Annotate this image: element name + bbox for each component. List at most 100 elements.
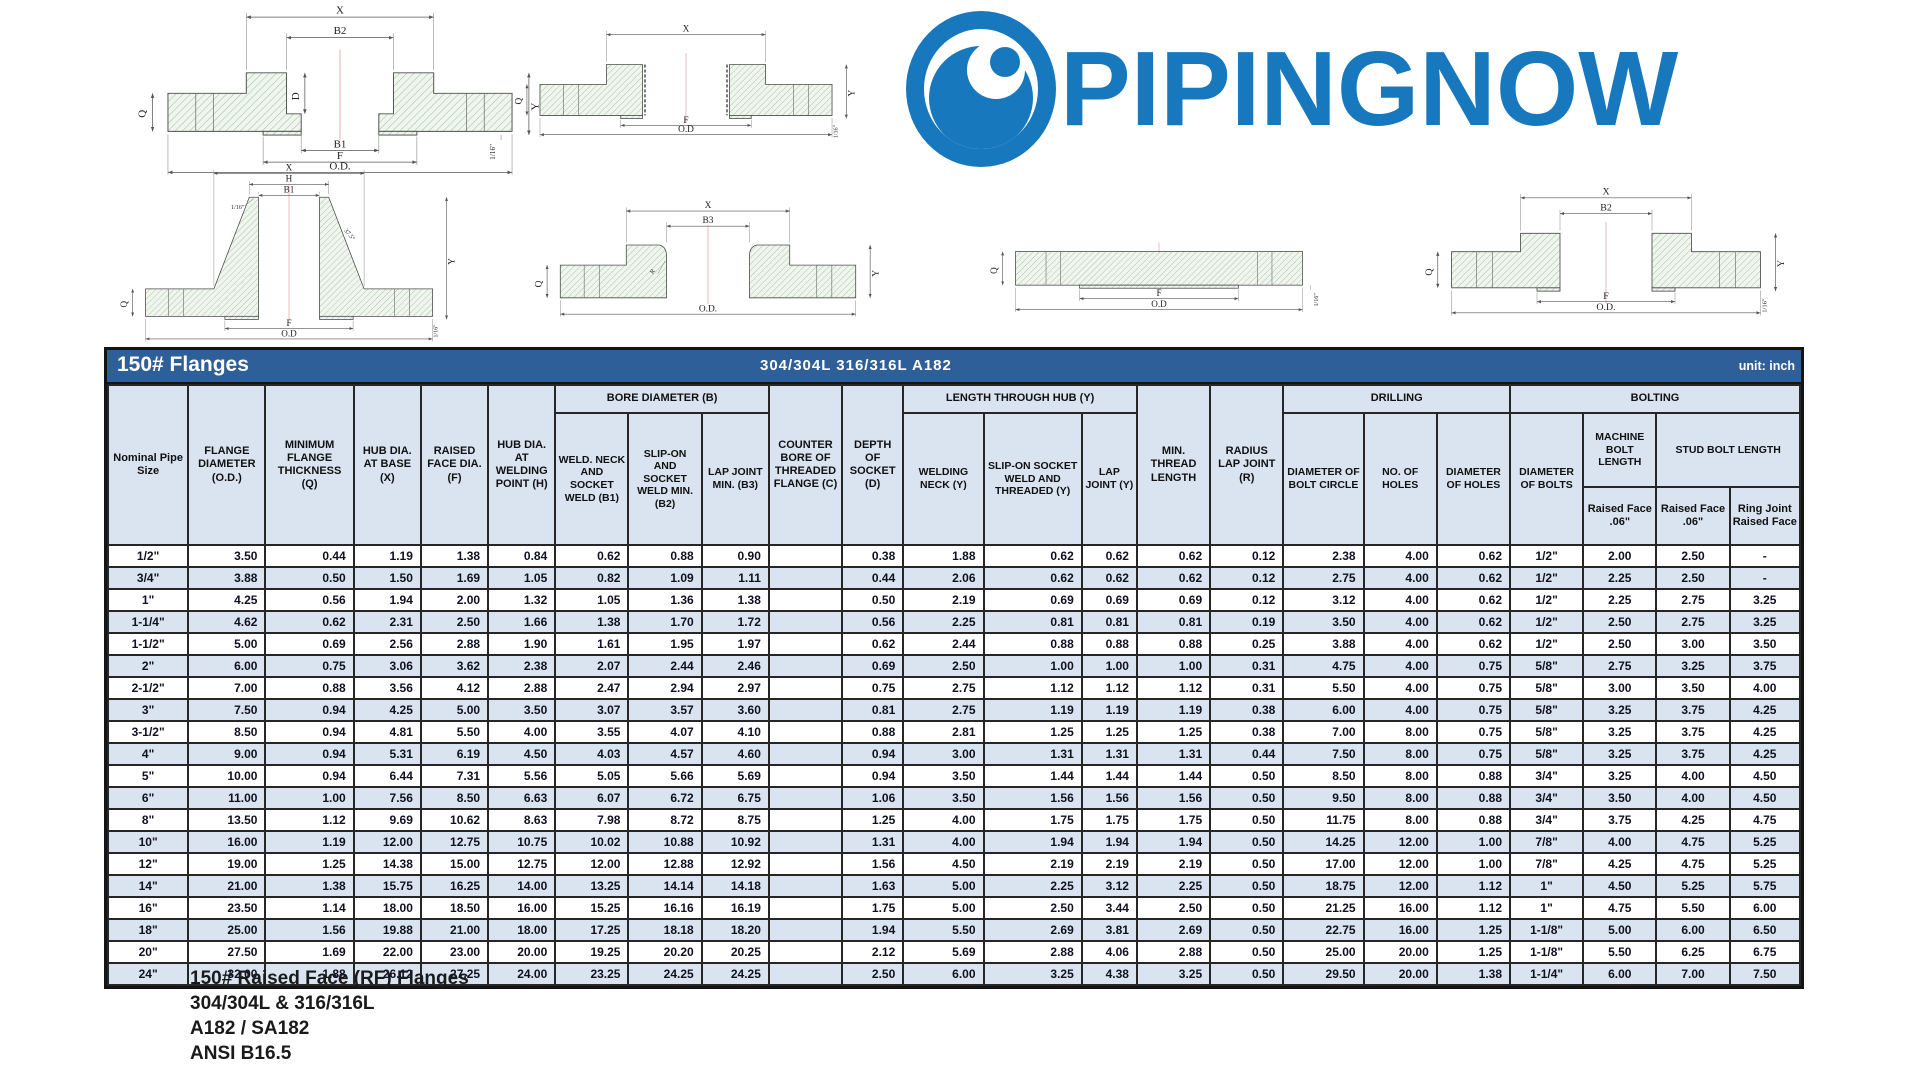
cell: 4.50 (1582, 874, 1658, 898)
cell (767, 566, 844, 590)
cell: 1" (106, 588, 190, 612)
cell: 19.25 (554, 940, 630, 964)
cell: 6.07 (554, 786, 630, 810)
cell: 18.18 (627, 918, 703, 942)
cell: 5.66 (627, 764, 703, 788)
cell: 3/4" (1508, 808, 1585, 832)
cell: 12.00 (554, 852, 630, 876)
cell: 0.50 (1209, 918, 1285, 942)
cell: 2.25 (1582, 588, 1658, 612)
cell: 0.50 (1209, 786, 1285, 810)
cell: 1.70 (627, 610, 703, 634)
cell: 1-1/4" (1508, 962, 1585, 986)
cell: 2.94 (627, 676, 703, 700)
cell: 7.00 (1655, 962, 1731, 986)
cell: 0.38 (1209, 720, 1285, 744)
cell: 16.00 (187, 830, 267, 854)
cell: 1.19 (264, 830, 355, 854)
cell: 2.75 (1282, 566, 1365, 590)
cell: 3.12 (1282, 588, 1365, 612)
cell: 10.00 (187, 764, 267, 788)
cell: 0.94 (841, 764, 905, 788)
cell: 0.88 (841, 720, 905, 744)
cell: 1.38 (1435, 962, 1512, 986)
cell: 4.00 (1362, 544, 1438, 568)
cell: 2-1/2" (106, 676, 190, 700)
cell: 15.75 (352, 874, 422, 898)
cell: 2.88 (1135, 940, 1212, 964)
dim-label: Y (847, 89, 857, 96)
col-bolt-diameter: DIAMETER OF BOLTS (1508, 412, 1585, 546)
cell: 1.00 (1435, 852, 1512, 876)
cell: 2.44 (627, 654, 703, 678)
col-min-thread: MIN. THREAD LENGTH (1135, 384, 1212, 546)
cell: 2.47 (554, 676, 630, 700)
table-row: 2" 6.00 0.75 3.06 3.62 2.38 2.07 2.44 2.46 0.69 2.… (106, 654, 1802, 678)
cell: 0.44 (264, 544, 355, 568)
cell: 1.50 (352, 566, 422, 590)
cell: 16.00 (1362, 918, 1438, 942)
cell: 5/8" (1508, 742, 1585, 766)
table-material: 304/304L 316/316L A182 (760, 357, 952, 374)
cell: 4.75 (1282, 654, 1365, 678)
cell: 19.00 (187, 852, 267, 876)
cell: 0.62 (554, 544, 630, 568)
table-row: 14" 21.00 1.38 15.75 16.25 14.00 13.25 14.14 14.… (106, 874, 1802, 898)
cell: 16.19 (700, 896, 770, 920)
cell: 4.50 (902, 852, 985, 876)
dim-label: F (337, 150, 343, 162)
cell: 0.62 (1435, 544, 1512, 568)
cell: 2.69 (1135, 918, 1212, 942)
cell: 18.00 (352, 896, 422, 920)
dim-label: F (683, 116, 688, 126)
cell: 0.50 (1209, 896, 1285, 920)
col-machine-bolt-rf: Raised Face .06" (1582, 486, 1658, 546)
cell: 0.50 (1209, 874, 1285, 898)
cell: 23.25 (554, 962, 630, 986)
table-row: 24" 32.00 1.88 26.12 27.25 24.00 23.25 24.25 24.… (106, 962, 1802, 986)
table-row: 3-1/2" 8.50 0.94 4.81 5.50 4.00 3.55 4.07 4.10 0.… (106, 720, 1802, 744)
cell: 12.88 (627, 852, 703, 876)
cell: 3.81 (1080, 918, 1138, 942)
cell: 1.19 (352, 544, 422, 568)
cell: 14.38 (352, 852, 422, 876)
cell: 3.50 (487, 698, 557, 722)
cell: 12.00 (1362, 852, 1438, 876)
cell: 5/8" (1508, 698, 1585, 722)
cell: 3.50 (187, 544, 267, 568)
cell: 9.50 (1282, 786, 1365, 810)
cell: 1-1/8" (1508, 918, 1585, 942)
cell: 4.12 (419, 676, 490, 700)
cell: 1.69 (264, 940, 355, 964)
cell: 24.25 (627, 962, 703, 986)
dim-label: 1/16" (1314, 293, 1320, 307)
cell: 24" (106, 962, 190, 986)
table-row: 18" 25.00 1.56 19.88 21.00 18.00 17.25 18.18 18.… (106, 918, 1802, 942)
cell: 3.44 (1080, 896, 1138, 920)
cell: 3.00 (1655, 632, 1731, 656)
cell: 7.00 (1282, 720, 1365, 744)
col-raised-face: RAISED FACE DIA. (F) (419, 384, 490, 546)
cell: 27.25 (419, 962, 490, 986)
cell: 1.12 (264, 808, 355, 832)
cell: 2" (106, 654, 190, 678)
cell: 11.75 (1282, 808, 1365, 832)
cell: 3.25 (1582, 742, 1658, 766)
cell: 0.38 (841, 544, 905, 568)
col-radius-lap: RADIUS LAP JOINT (R) (1209, 384, 1285, 546)
cell: 2.19 (1135, 852, 1212, 876)
cell: 9.69 (352, 808, 422, 832)
blind-flange-diagram: Q F O.D 1/16" (988, 218, 1330, 316)
cell: 0.50 (841, 588, 905, 612)
cell: 3.25 (1582, 720, 1658, 744)
cell: 3.57 (627, 698, 703, 722)
cell: 7.50 (1728, 962, 1802, 986)
dim-label: Y (447, 258, 457, 265)
col-stud-bolt-rf: Raised Face .06" (1655, 486, 1731, 546)
cell: 1.95 (627, 632, 703, 656)
cell: 1.00 (1135, 654, 1212, 678)
dim-label: O.D. (329, 160, 351, 172)
cell: 0.62 (1080, 566, 1138, 590)
cell: 8.00 (1362, 764, 1438, 788)
